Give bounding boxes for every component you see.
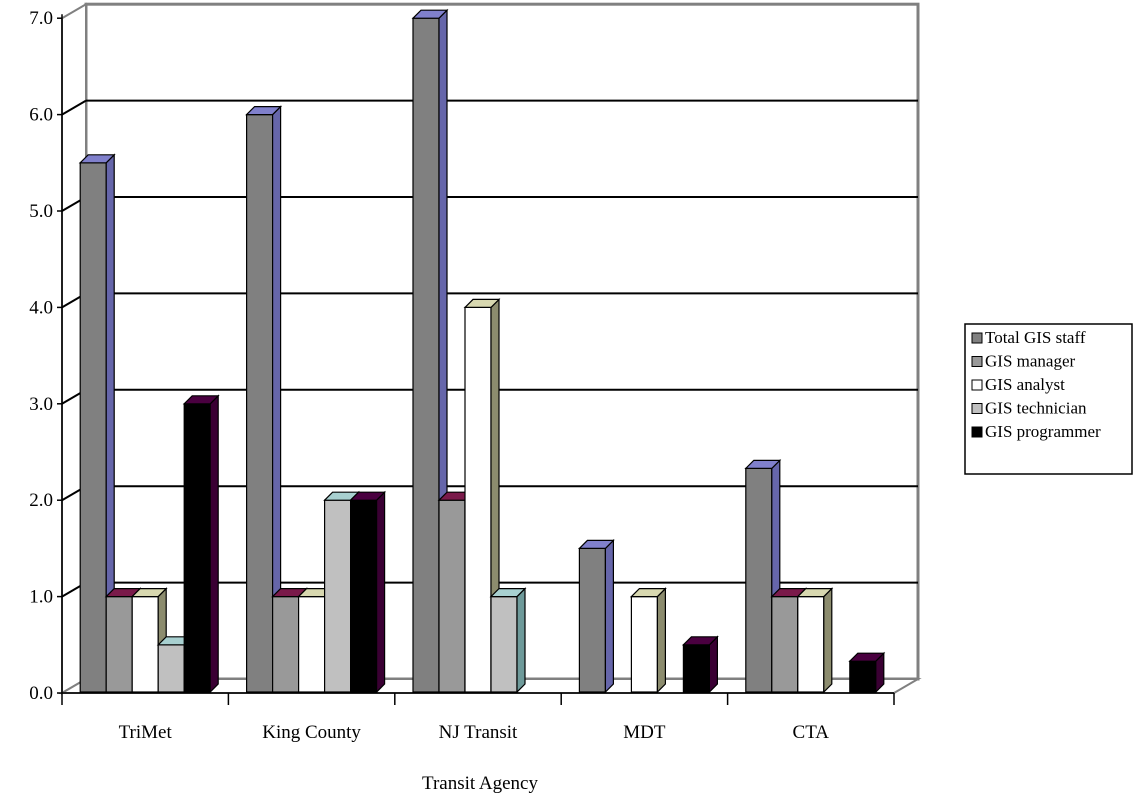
legend-item: Total GIS staff — [972, 328, 1086, 347]
bar-front — [746, 468, 772, 692]
legend-label: Total GIS staff — [985, 328, 1086, 347]
legend-item: GIS technician — [972, 399, 1087, 418]
bar — [579, 540, 613, 692]
bar — [184, 396, 218, 692]
y-tick-label: 4.0 — [29, 297, 53, 318]
y-tick-label: 1.0 — [29, 587, 53, 608]
bar-front — [273, 597, 299, 692]
legend-swatch — [972, 333, 982, 343]
bar — [683, 637, 717, 692]
bar-front — [413, 18, 439, 692]
bar-side — [657, 589, 665, 692]
bar-side — [824, 589, 832, 692]
bar — [850, 653, 884, 692]
bar-front — [631, 597, 657, 692]
x-tick-label: TriMet — [119, 722, 173, 743]
bar — [798, 589, 832, 692]
bar-front — [491, 597, 517, 692]
bar-front — [579, 548, 605, 692]
legend-swatch — [972, 427, 982, 437]
bar-front — [132, 597, 158, 692]
bar-front — [772, 597, 798, 692]
legend-label: GIS analyst — [985, 375, 1065, 394]
legend: Total GIS staff GIS manager GIS analyst GIS… — [965, 324, 1132, 474]
legend-swatch — [972, 380, 982, 390]
bar-front — [247, 115, 273, 692]
x-tick-labels: TriMet King County NJ Transit MDT CTA — [119, 722, 830, 743]
bar — [491, 589, 525, 692]
y-tick-labels: 0.0 1.0 2.0 3.0 4.0 5.0 6.0 7.0 — [29, 8, 53, 704]
legend-item: GIS analyst — [972, 375, 1065, 394]
bar-front — [299, 597, 325, 692]
bar-side — [517, 589, 525, 692]
bar — [351, 492, 385, 692]
bar — [631, 589, 665, 692]
bar-side — [210, 396, 218, 692]
bar-front — [351, 500, 377, 692]
bar-side — [377, 492, 385, 692]
y-tick-label: 6.0 — [29, 105, 53, 126]
x-tick-label: NJ Transit — [439, 722, 518, 743]
y-tick-label: 5.0 — [29, 201, 53, 222]
legend-label: GIS manager — [985, 352, 1076, 371]
bar-front — [439, 500, 465, 692]
y-tick-label: 7.0 — [29, 8, 53, 29]
x-axis-title: Transit Agency — [422, 773, 538, 794]
legend-swatch — [972, 404, 982, 414]
bar-front — [80, 163, 106, 692]
bar-side — [709, 637, 717, 692]
y-tick-label: 3.0 — [29, 394, 53, 415]
bar-front — [465, 307, 491, 692]
bar-front — [184, 404, 210, 692]
bar-front — [850, 661, 876, 692]
legend-item: GIS programmer — [972, 422, 1101, 441]
bar-side — [605, 540, 613, 692]
bar-front — [683, 645, 709, 692]
legend-swatch — [972, 357, 982, 367]
x-tick-label: MDT — [623, 722, 666, 743]
bar-front — [798, 597, 824, 692]
x-tick-label: CTA — [793, 722, 830, 743]
bar-front — [325, 500, 351, 692]
y-tick-label: 0.0 — [29, 683, 53, 704]
legend-label: GIS technician — [985, 399, 1087, 418]
bar-front — [106, 597, 132, 692]
bar-front — [158, 645, 184, 692]
x-tick-label: King County — [262, 722, 361, 743]
y-tick-label: 2.0 — [29, 490, 53, 511]
legend-item: GIS manager — [972, 352, 1076, 371]
legend-label: GIS programmer — [985, 422, 1101, 441]
